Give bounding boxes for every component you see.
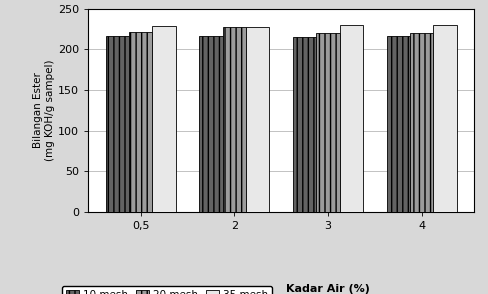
Bar (199, 36, 222, 212)
Bar (386, 36, 409, 212)
Bar (152, 26, 176, 212)
Text: Kadar Air (%): Kadar Air (%) (285, 284, 369, 294)
Bar (129, 31, 152, 212)
Legend: 10 mesh, 20 mesh, 35 mesh: 10 mesh, 20 mesh, 35 mesh (62, 285, 272, 294)
Bar (105, 36, 129, 212)
Bar (222, 27, 245, 212)
Bar (432, 25, 456, 212)
Bar (339, 25, 363, 212)
Bar (245, 27, 269, 212)
Bar (292, 37, 316, 212)
Y-axis label: Bilangan Ester
(mg KOH/g sampel): Bilangan Ester (mg KOH/g sampel) (33, 59, 55, 161)
Bar (316, 33, 339, 212)
Bar (409, 33, 432, 212)
